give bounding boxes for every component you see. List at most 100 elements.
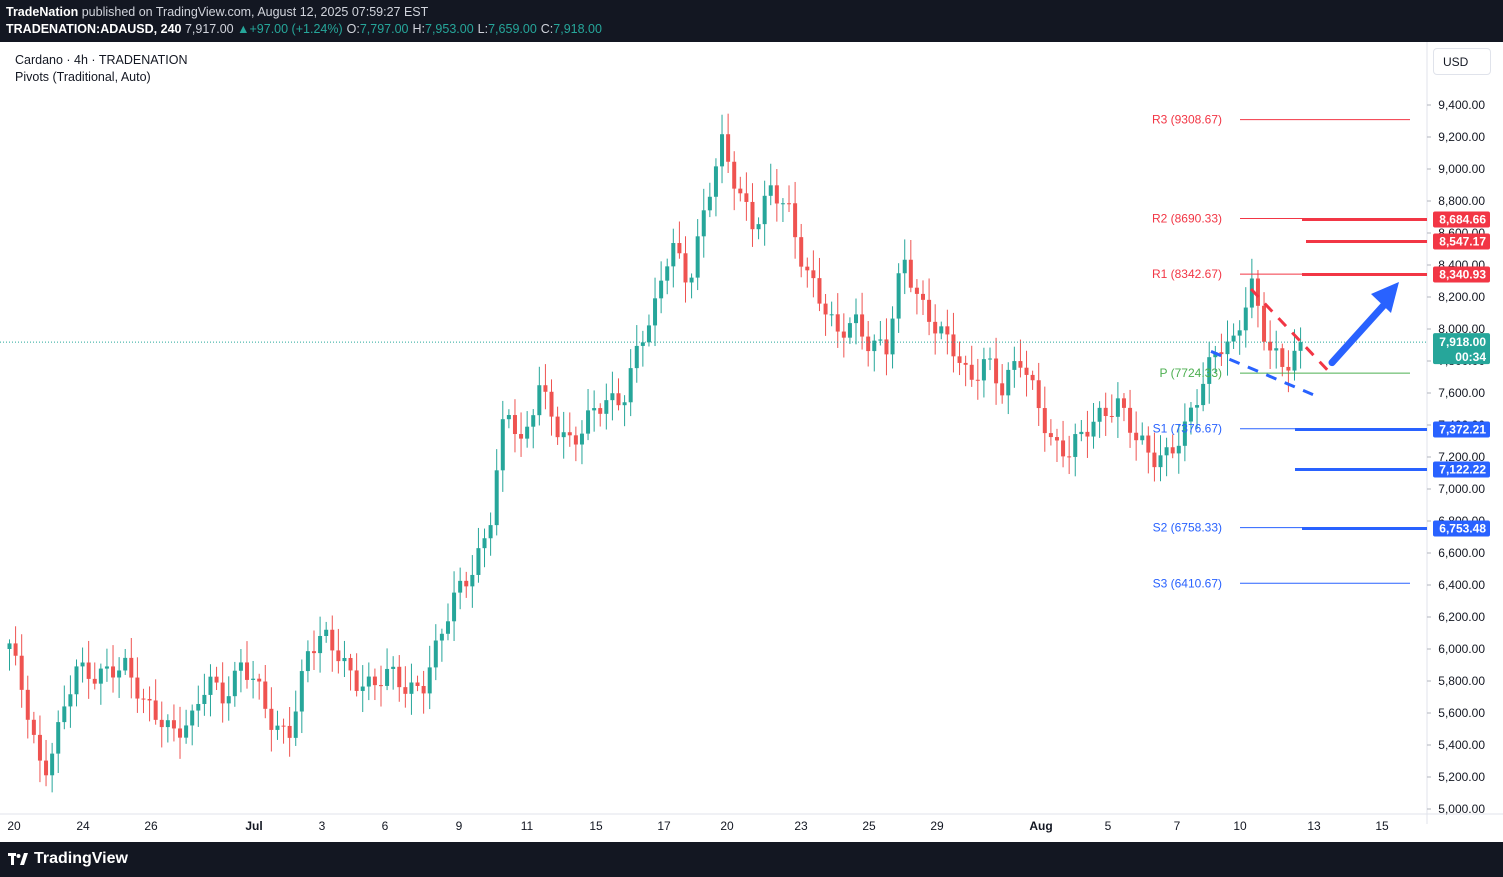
- candle-up: [1164, 447, 1169, 456]
- price-level-tag: [1433, 421, 1490, 438]
- publish-header: TradeNation published on TradingView.com…: [0, 0, 1503, 42]
- candle-down: [372, 676, 377, 686]
- candle-up: [1298, 342, 1303, 351]
- pivot-label: P (7724.33): [1160, 366, 1223, 380]
- time-tick-label: 3: [319, 819, 326, 833]
- candle-down: [841, 331, 846, 338]
- price-tick-label: 9,200.00: [1438, 130, 1485, 144]
- candle-down: [957, 356, 962, 363]
- candle-down: [287, 725, 292, 738]
- close-label: C:: [540, 22, 554, 36]
- pivot-label: S1 (7376.67): [1153, 422, 1222, 436]
- candle-down: [732, 161, 737, 189]
- candle-down: [1036, 380, 1041, 409]
- tradingview-logo-icon: [8, 853, 28, 865]
- candle-down: [811, 270, 816, 279]
- currency-button[interactable]: USD: [1433, 48, 1491, 75]
- candle-up: [1012, 361, 1017, 370]
- candle-up: [671, 243, 676, 267]
- candle-up: [1207, 357, 1212, 384]
- price-level-label: 8,340.93: [1439, 267, 1486, 281]
- candle-up: [1158, 455, 1163, 468]
- candle-up: [1237, 330, 1242, 336]
- arrow-shaft[interactable]: [1328, 301, 1388, 367]
- chart-title[interactable]: Cardano · 4h · TRADENATION: [15, 53, 188, 67]
- candle-up: [872, 340, 877, 352]
- candle-up: [488, 525, 493, 539]
- candle-up: [981, 359, 986, 381]
- candle-down: [159, 719, 164, 728]
- chart-area[interactable]: 5,000.00 5,200.00 5,400.00 5,600.00 5,800.00…: [0, 42, 1503, 842]
- candle-up: [1188, 407, 1193, 422]
- candle-up: [561, 432, 566, 438]
- price-tick-label: 8,800.00: [1438, 194, 1485, 208]
- price-tick-label: 6,200.00: [1438, 610, 1485, 624]
- candle-down: [1128, 407, 1133, 433]
- price-tick-label: 9,000.00: [1438, 162, 1485, 176]
- candle-up: [452, 592, 457, 622]
- candle-down: [348, 657, 353, 671]
- publisher-name[interactable]: TradeNation: [6, 5, 79, 19]
- candle-up: [123, 657, 128, 671]
- candle-down: [1121, 398, 1126, 408]
- candle-up: [531, 415, 536, 427]
- price-tick-label: 5,800.00: [1438, 674, 1485, 688]
- tradingview-logo[interactable]: TradingView: [8, 850, 128, 868]
- indicator-legend[interactable]: Pivots (Traditional, Auto): [15, 70, 151, 84]
- price-level-tag: [1433, 461, 1490, 478]
- candle-down: [951, 334, 956, 357]
- candle-down: [86, 662, 91, 679]
- candle-down: [616, 393, 621, 406]
- price-level-tag: [1433, 233, 1490, 250]
- candle-down: [397, 666, 402, 688]
- time-tick-label: Aug: [1029, 819, 1052, 833]
- candle-up: [482, 538, 487, 549]
- candle-up: [653, 298, 658, 326]
- candle-down: [220, 682, 225, 704]
- candle-up: [701, 210, 706, 237]
- time-tick-label: 9: [456, 819, 463, 833]
- candle-down: [214, 676, 219, 683]
- price-level-label: 7,122.22: [1439, 462, 1486, 476]
- pivot-label: R3 (9308.67): [1152, 113, 1222, 127]
- arrow-head-icon[interactable]: [1371, 282, 1399, 313]
- candle-down: [975, 379, 980, 381]
- candle-down: [933, 321, 938, 334]
- time-tick-label: Jul: [245, 819, 262, 833]
- candle-down: [25, 689, 30, 720]
- chart-canvas[interactable]: 5,000.00 5,200.00 5,400.00 5,600.00 5,800.00…: [0, 42, 1503, 842]
- candle-up: [409, 682, 414, 694]
- candle-up: [433, 640, 438, 668]
- candle-down: [1109, 416, 1114, 418]
- candle-up: [74, 666, 79, 695]
- candle-up: [318, 635, 323, 654]
- candle-up: [56, 722, 61, 754]
- candle-down: [683, 253, 688, 283]
- candle-down: [464, 580, 469, 587]
- candle-up: [500, 419, 505, 471]
- candle-down: [774, 185, 779, 204]
- candle-up: [324, 629, 329, 636]
- high-value: 7,953.00: [425, 22, 474, 36]
- candle-down: [908, 259, 913, 288]
- price-tick-label: 7,200.00: [1438, 450, 1485, 464]
- time-tick-label: 6: [382, 819, 389, 833]
- candle-up: [68, 694, 73, 707]
- time-tick-label: 25: [862, 819, 876, 833]
- candle-down: [1152, 452, 1157, 468]
- price-tick-label: 8,000.00: [1438, 322, 1485, 336]
- candle-up: [713, 166, 718, 197]
- candle-down: [738, 188, 743, 194]
- price-level-tag: [1433, 266, 1490, 283]
- candle-down: [519, 434, 524, 439]
- candle-up: [391, 666, 396, 669]
- candle-down: [805, 266, 810, 271]
- candle-down: [147, 698, 152, 701]
- candle-down: [817, 278, 822, 304]
- change-text: +97.00 (+1.24%): [249, 22, 343, 36]
- price-tick-label: 5,600.00: [1438, 706, 1485, 720]
- candle-up: [342, 657, 347, 662]
- candle-down: [1134, 432, 1139, 441]
- candle-up: [1115, 398, 1120, 417]
- candle-down: [178, 728, 183, 738]
